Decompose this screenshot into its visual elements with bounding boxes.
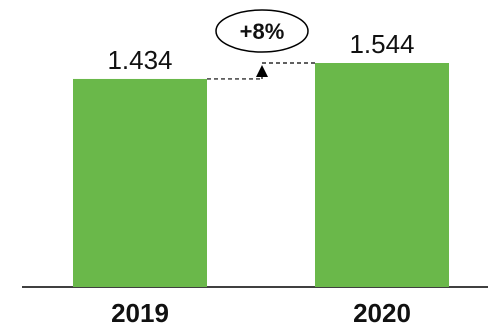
- category-label-2020: 2020: [353, 298, 411, 328]
- change-badge-outline: [215, 9, 309, 53]
- bar-2019: [73, 78, 207, 287]
- change-arrow-icon: [256, 65, 268, 77]
- value-label-2019: 1.434: [107, 45, 172, 75]
- change-label: +8%: [240, 19, 285, 44]
- category-label-2019: 2019: [111, 298, 169, 328]
- chart-marks: 1.434 2019 1.544 2020: [73, 29, 449, 328]
- change-annotation: +8%: [207, 9, 315, 80]
- bar-2020: [315, 63, 449, 287]
- value-label-2020: 1.544: [349, 29, 414, 59]
